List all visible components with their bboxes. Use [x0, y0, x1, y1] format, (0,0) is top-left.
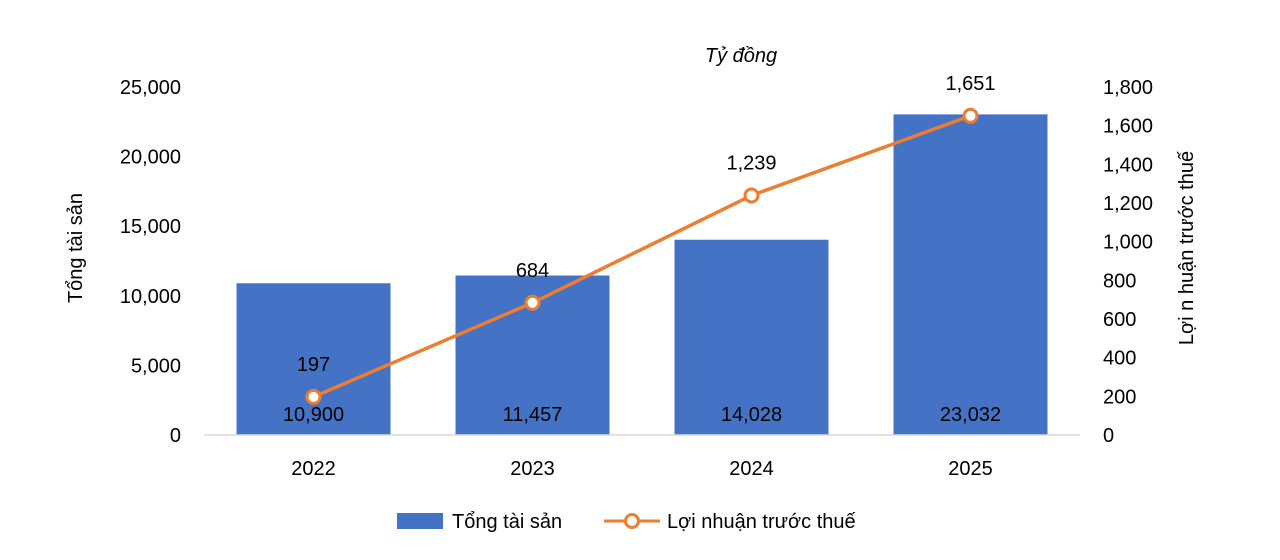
right-tick-label: 1,200	[1103, 193, 1153, 215]
right-tick-label: 400	[1103, 348, 1136, 370]
left-tick-label: 0	[170, 425, 181, 447]
left-tick-label: 15,000	[120, 216, 181, 238]
legend-label-bar: Tổng tài sản	[452, 511, 562, 533]
line-data-label: 197	[297, 354, 330, 376]
bar-data-label: 10,900	[283, 404, 344, 426]
right-axis-ticks: 0 200 400 600 800 1,000 1,200 1,400 1,600 1,800	[1103, 77, 1153, 447]
x-axis-ticks: 2022 2023 2024 2025	[291, 458, 993, 480]
x-tick-label: 2023	[510, 458, 555, 480]
bar	[674, 239, 829, 435]
legend: Tổng tài sản Lợi nhuận trước thuế	[397, 511, 856, 533]
left-tick-label: 10,000	[120, 286, 181, 308]
right-tick-label: 1,600	[1103, 116, 1153, 138]
line-marker	[305, 388, 322, 405]
bar-data-label: 14,028	[721, 404, 782, 426]
line-data-label: 1,651	[945, 73, 995, 95]
right-tick-label: 0	[1103, 425, 1114, 447]
x-tick-label: 2022	[291, 458, 336, 480]
right-tick-label: 1,800	[1103, 77, 1153, 99]
right-tick-label: 1,000	[1103, 232, 1153, 254]
line-marker	[962, 107, 979, 124]
series-line	[312, 114, 972, 399]
line-data-label: 1,239	[726, 152, 776, 174]
bar-data-label: 23,032	[940, 404, 1001, 426]
x-tick-label: 2024	[729, 458, 774, 480]
right-tick-label: 800	[1103, 270, 1136, 292]
right-axis-title: Lợi n huận trước thuế	[1176, 151, 1198, 345]
left-tick-label: 25,000	[120, 77, 181, 99]
bar-data-labels: 10,900 11,457 14,028 23,032	[283, 404, 1001, 426]
x-tick-label: 2025	[948, 458, 993, 480]
line-data-label: 684	[516, 260, 549, 282]
legend-label-line: Lợi nhuận trước thuế	[667, 511, 856, 533]
bar-series	[236, 114, 1048, 435]
line-marker	[524, 294, 541, 311]
bar	[236, 283, 391, 435]
left-axis-title: Tổng tài sản	[65, 193, 87, 303]
unit-label: Tỷ đồng	[705, 45, 777, 67]
bar-data-label: 11,457	[503, 404, 563, 426]
line-data-labels: 197 684 1,239 1,651	[297, 73, 996, 376]
line-marker	[743, 187, 760, 204]
left-axis-ticks: 0 5,000 10,000 15,000 20,000 25,000	[120, 77, 181, 447]
right-tick-label: 200	[1103, 386, 1136, 408]
legend-swatch-bar	[397, 513, 443, 529]
right-tick-label: 1,400	[1103, 154, 1153, 176]
left-tick-label: 20,000	[120, 147, 181, 169]
line-series	[305, 107, 979, 405]
left-tick-label: 5,000	[131, 355, 181, 377]
legend-swatch-marker	[624, 513, 640, 529]
bar	[893, 114, 1048, 435]
right-tick-label: 600	[1103, 309, 1136, 331]
